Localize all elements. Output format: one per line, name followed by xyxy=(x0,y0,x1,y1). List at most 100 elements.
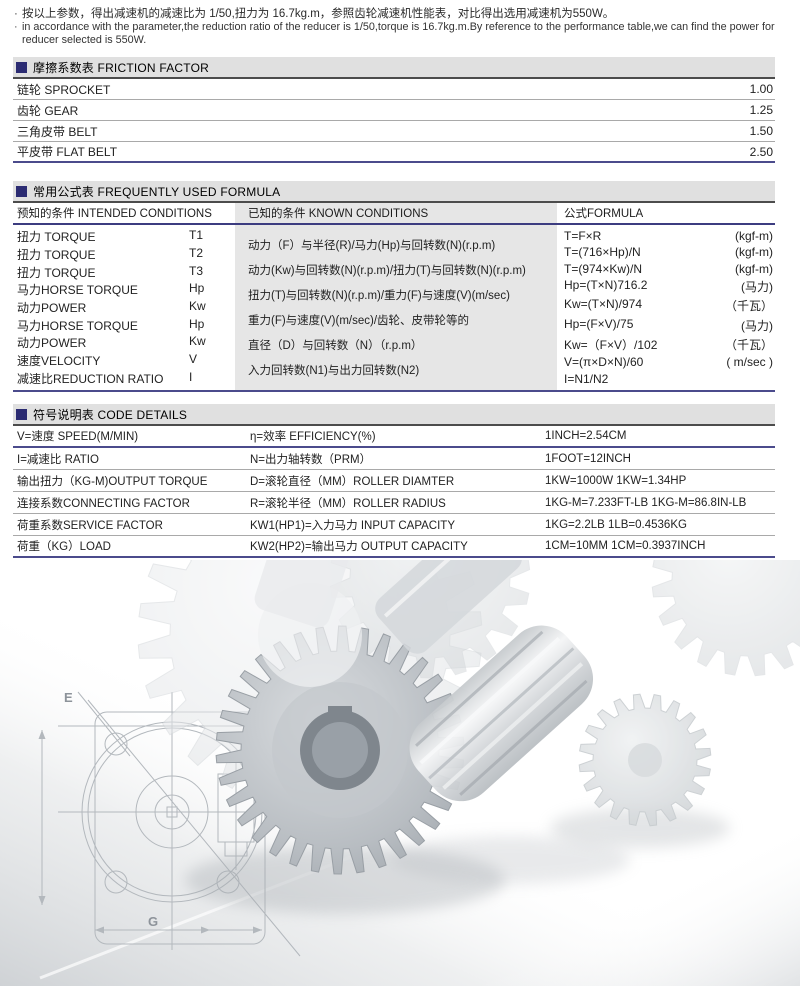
table-row: 齿轮 GEAR 1.25 xyxy=(13,100,775,121)
bullet-dot: · xyxy=(14,21,18,33)
table-row: 马力HORSE TORQUE Hp xyxy=(13,317,235,334)
code-cell: 输出扭力（KG-M)OUTPUT TORQUE xyxy=(17,475,208,488)
formula-expr: Kw=(T×N)/974 xyxy=(564,297,643,312)
table-row: 马力HORSE TORQUE Hp xyxy=(13,281,235,298)
formula-unit: (kgf-m) xyxy=(735,261,773,276)
formula-section-header: 常用公式表 FREQUENTLY USED FORMULA xyxy=(13,181,775,203)
table-row: V=(π×D×N)/60 ( m/sec ) xyxy=(557,355,775,369)
condition-name: 扭力 TORQUE xyxy=(17,265,96,280)
code-cell: 荷重系数SERVICE FACTOR xyxy=(17,519,163,532)
table-row: Hp=(F×V)/75 (马力) xyxy=(557,317,775,334)
section-marker-icon xyxy=(16,61,27,73)
formula-expr: I=N1/N2 xyxy=(564,371,609,386)
dimension-label-g: G xyxy=(148,914,158,929)
code-cell: D=滚轮直径（MM）ROLLER DIAMTER xyxy=(250,475,455,488)
table-row: 速度VELOCITY V xyxy=(13,352,235,369)
intro-note-zh-text: 按以上参数，得出减速机的减速比为 1/50,扭力为 16.7kg.m，参照齿轮减… xyxy=(22,8,615,20)
bullet-dot: · xyxy=(14,8,18,20)
formula-section: 常用公式表 FREQUENTLY USED FORMULA 预知的条件 INTE… xyxy=(13,181,775,392)
code-cell: KW1(HP1)=入力马力 INPUT CAPACITY xyxy=(250,519,456,532)
formula-unit: (马力) xyxy=(741,280,773,295)
dimension-label-e: E xyxy=(64,690,73,705)
known-condition: 重力(F)与速度(V)(m/sec)/齿轮、皮带轮等的 xyxy=(248,314,470,327)
condition-name: 马力HORSE TORQUE xyxy=(17,283,138,298)
known-condition: 扭力(T)与回转数(N)(r.p.m)/重力(F)与速度(V)(m/sec) xyxy=(248,290,510,303)
worm-shaft xyxy=(409,625,594,802)
friction-label: 链轮 SPROCKET xyxy=(17,82,111,97)
code-cell: KW2(HP2)=输出马力 OUTPUT CAPACITY xyxy=(250,541,468,553)
code-cell: N=出力轴转数（PRM） xyxy=(250,453,372,466)
column-header: 已知的条件 KNOWN CONDITIONS xyxy=(235,203,557,223)
formula-section-title: 常用公式表 FREQUENTLY USED FORMULA xyxy=(33,184,281,199)
formula-unit: （千瓦） xyxy=(724,299,773,314)
codes-section-header: 符号说明表 CODE DETAILS xyxy=(13,404,775,426)
known-condition: 直径（D）与回转数（N）（r.p.m） xyxy=(248,339,423,352)
condition-code: Hp xyxy=(189,281,205,296)
intended-conditions-column: 扭力 TORQUE T1 扭力 TORQUE T2 扭力 TORQUE T3 马力HO… xyxy=(13,225,235,390)
table-row: T=F×R (kgf-m) xyxy=(557,229,775,243)
condition-name: 马力HORSE TORQUE xyxy=(17,318,138,333)
condition-code: T1 xyxy=(189,228,204,243)
friction-value: 1.50 xyxy=(749,124,773,138)
condition-name: 扭力 TORQUE xyxy=(17,230,96,245)
condition-code: Kw xyxy=(189,334,206,349)
code-cell: 荷重（KG）LOAD xyxy=(17,541,111,553)
known-condition: 入力回转数(N1)与出力回转数(N2) xyxy=(248,364,420,377)
gear-shadow xyxy=(550,808,730,848)
friction-factor-section: 摩擦系数表 FRICTION FACTOR 链轮 SPROCKET 1.00 齿… xyxy=(13,57,775,163)
formula-column: T=F×R (kgf-m) T=(716×Hp)/N (kgf-m) T=(974×… xyxy=(557,225,775,390)
table-row: 三角皮带 BELT 1.50 xyxy=(13,121,775,142)
formula-table-body: 扭力 TORQUE T1 扭力 TORQUE T2 扭力 TORQUE T3 马力HO… xyxy=(13,225,775,392)
known-condition: 动力(Kw)与回转数(N)(r.p.m)/扭力(T)与回转数(N)(r.p.m) xyxy=(248,265,526,278)
table-row: 扭力 TORQUE T1 xyxy=(13,228,235,245)
table-row: 扭力 TORQUE T2 xyxy=(13,246,235,263)
condition-code: I xyxy=(189,369,193,384)
condition-name: 动力POWER xyxy=(17,336,87,351)
formula-unit: ( m/sec ) xyxy=(726,355,773,370)
gears-illustration: E G xyxy=(0,560,800,986)
section-marker-icon xyxy=(16,185,27,197)
condition-code: Hp xyxy=(189,316,205,331)
table-row: 扭力 TORQUE T3 xyxy=(13,264,235,281)
formula-expr: T=(974×Kw)/N xyxy=(564,261,643,276)
friction-label: 齿轮 GEAR xyxy=(17,103,79,118)
code-cell: R=滚轮半径（MM）ROLLER RADIUS xyxy=(250,497,446,510)
code-cell: 1CM=10MM 1CM=0.3937INCH xyxy=(545,540,706,552)
intro-notes: · 按以上参数，得出减速机的减速比为 1/50,扭力为 16.7kg.m，参照齿… xyxy=(0,0,800,57)
formula-unit: （千瓦） xyxy=(724,338,773,353)
condition-name: 减速比REDUCTION RATIO xyxy=(17,371,164,386)
formula-column-headers: 预知的条件 INTENDED CONDITIONS 已知的条件 KNOWN CO… xyxy=(13,203,775,225)
formula-expr: T=F×R xyxy=(564,229,602,244)
friction-section-title: 摩擦系数表 FRICTION FACTOR xyxy=(33,60,209,75)
gears-photo: E G xyxy=(0,560,800,986)
gear-shaft xyxy=(375,560,522,654)
table-row: 减速比REDUCTION RATIO I xyxy=(13,370,235,387)
known-condition: 动力（F）与半径(R)/马力(Hp)与回转数(N)(r.p.m) xyxy=(248,240,496,253)
condition-name: 动力POWER xyxy=(17,300,87,315)
formula-expr: Hp=(F×V)/75 xyxy=(564,316,634,331)
formula-expr: Kw=（F×V）/102 xyxy=(564,338,658,353)
code-cell: 连接系数CONNECTING FACTOR xyxy=(17,497,190,510)
formula-expr: V=(π×D×N)/60 xyxy=(564,355,644,370)
code-cell: 1KW=1000W 1KW=1.34HP xyxy=(545,474,687,487)
formula-expr: Hp=(T×N)716.2 xyxy=(564,278,648,293)
condition-name: 速度VELOCITY xyxy=(17,353,101,368)
column-header: 公式FORMULA xyxy=(564,208,644,220)
code-cell: η=效率 EFFICIENCY(%) xyxy=(250,431,376,443)
table-row: 动力POWER Kw xyxy=(13,299,235,316)
gear-shadow xyxy=(390,836,630,884)
intro-note-en: · in accordance with the parameter,the r… xyxy=(14,21,778,47)
code-cell: V=速度 SPEED(M/MIN) xyxy=(17,431,139,443)
condition-code: T2 xyxy=(189,245,204,260)
table-row: 动力POWER Kw xyxy=(13,334,235,351)
friction-section-header: 摩擦系数表 FRICTION FACTOR xyxy=(13,57,775,79)
condition-code: V xyxy=(189,351,198,366)
table-row: 荷重系数SERVICE FACTOR KW1(HP1)=入力马力 INPUT C… xyxy=(13,514,775,536)
condition-code: T3 xyxy=(189,263,204,278)
table-row: Kw=(T×N)/974 （千瓦） xyxy=(557,297,775,314)
code-cell: 1KG=2.2LB 1LB=0.4536KG xyxy=(545,518,687,531)
table-row: I=减速比 RATIO N=出力轴转数（PRM） 1FOOT=12INCH xyxy=(13,448,775,470)
code-cell: 1INCH=2.54CM xyxy=(545,430,627,442)
formula-unit: (马力) xyxy=(741,318,773,333)
